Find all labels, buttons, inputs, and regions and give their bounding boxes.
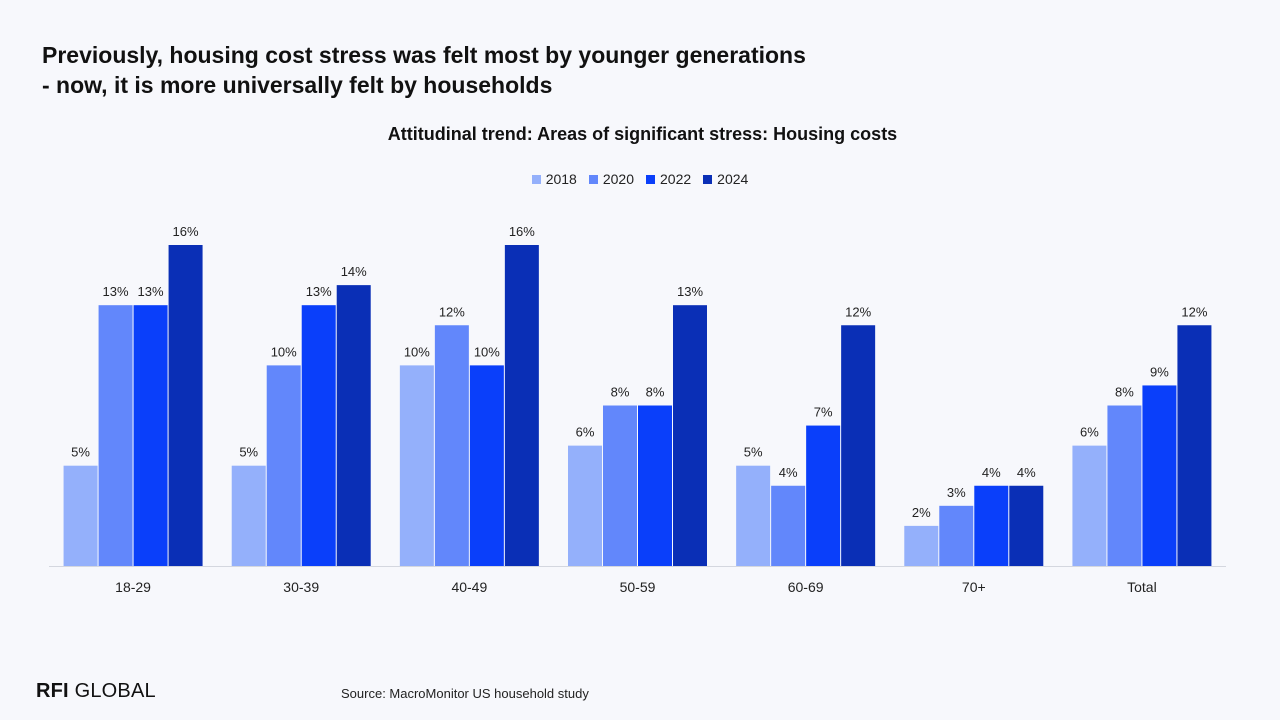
- source-note: Source: MacroMonitor US household study: [341, 686, 589, 701]
- legend-label-2024: 2024: [717, 171, 749, 187]
- x-tick-label-30-39: 30-39: [283, 579, 319, 595]
- bar-30-39-2018: [231, 465, 266, 566]
- chart-title: Attitudinal trend: Areas of significant …: [387, 124, 898, 144]
- rfi-global-logo: RFI GLOBAL: [36, 680, 156, 703]
- data-label-Total-2024: 12%: [1181, 304, 1207, 319]
- x-tick-label-60-69: 60-69: [788, 579, 824, 595]
- x-tick-label-70+: 70+: [962, 579, 986, 595]
- legend-item-2020: 2020: [588, 171, 634, 187]
- logo-strong-text: RFI: [36, 680, 69, 702]
- bar-40-49-2022: [469, 365, 504, 566]
- data-label-30-39-2024: 14%: [341, 264, 367, 279]
- data-label-70+-2022: 4%: [982, 465, 1001, 480]
- legend-swatch-2022: [646, 174, 655, 184]
- data-label-30-39-2022: 13%: [306, 284, 332, 299]
- bar-50-59-2018: [568, 445, 602, 566]
- bar-40-49-2020: [434, 325, 469, 566]
- data-label-18-29-2018: 5%: [71, 445, 90, 460]
- bar-Total-2024: [1177, 325, 1212, 566]
- bar-70+-2022: [974, 485, 1009, 566]
- legend-label-2018: 2018: [545, 171, 577, 187]
- bar-70+-2020: [939, 505, 974, 566]
- legend-label-2022: 2022: [660, 171, 692, 187]
- bar-50-59-2024: [673, 305, 707, 566]
- bar-50-59-2022: [638, 405, 672, 566]
- legend-item-2018: 2018: [531, 171, 577, 187]
- data-label-Total-2020: 8%: [1115, 385, 1134, 400]
- bar-60-69-2024: [841, 325, 876, 566]
- data-label-40-49-2018: 10%: [404, 344, 430, 359]
- x-tick-label-50-59: 50-59: [620, 579, 656, 595]
- bar-18-29-2024: [168, 245, 203, 566]
- data-label-18-29-2022: 13%: [138, 284, 164, 299]
- data-label-18-29-2024: 16%: [173, 224, 199, 239]
- bar-60-69-2018: [736, 465, 771, 566]
- data-label-60-69-2024: 12%: [845, 304, 871, 319]
- bar-30-39-2022: [301, 305, 336, 566]
- headline-line-1: Previously, housing cost stress was felt…: [42, 42, 806, 68]
- bar-30-39-2024: [336, 285, 371, 566]
- x-tick-label-Total: Total: [1127, 579, 1157, 595]
- data-label-50-59-2020: 8%: [611, 385, 630, 400]
- data-label-40-49-2022: 10%: [474, 344, 500, 359]
- legend-label-2020: 2020: [602, 171, 634, 187]
- data-label-40-49-2024: 16%: [509, 224, 535, 239]
- data-label-30-39-2018: 5%: [239, 445, 258, 460]
- data-label-70+-2018: 2%: [912, 505, 931, 520]
- data-label-50-59-2024: 13%: [677, 284, 703, 299]
- bar-60-69-2020: [771, 485, 806, 566]
- bar-70+-2018: [904, 525, 939, 566]
- bar-40-49-2018: [399, 365, 434, 566]
- bar-70+-2024: [1009, 485, 1044, 566]
- data-label-Total-2018: 6%: [1080, 425, 1099, 440]
- bar-Total-2018: [1072, 445, 1107, 566]
- x-tick-label-18-29: 18-29: [115, 579, 151, 595]
- data-label-60-69-2020: 4%: [779, 465, 798, 480]
- data-label-60-69-2022: 7%: [814, 405, 833, 420]
- bar-18-29-2020: [98, 305, 133, 566]
- data-label-30-39-2020: 10%: [271, 344, 297, 359]
- data-label-40-49-2020: 12%: [439, 304, 465, 319]
- data-label-50-59-2022: 8%: [646, 385, 665, 400]
- bar-60-69-2022: [806, 425, 841, 566]
- data-label-70+-2024: 4%: [1017, 465, 1036, 480]
- legend-item-2022: 2022: [646, 171, 691, 187]
- legend-swatch-2018: [531, 174, 541, 184]
- data-label-50-59-2018: 6%: [576, 425, 595, 440]
- data-label-70+-2020: 3%: [947, 485, 966, 500]
- chart-legend: 2018 2020 2022 2024: [0, 171, 1280, 187]
- legend-swatch-2020: [588, 174, 598, 184]
- headline: Previously, housing cost stress was felt…: [42, 40, 942, 100]
- data-label-60-69-2018: 5%: [744, 445, 763, 460]
- bar-30-39-2020: [266, 365, 301, 566]
- legend-item-2024: 2024: [703, 171, 748, 187]
- bar-40-49-2024: [504, 245, 539, 566]
- bar-18-29-2022: [133, 305, 168, 566]
- bar-Total-2020: [1107, 405, 1142, 566]
- headline-line-2: - now, it is more universally felt by ho…: [42, 72, 553, 98]
- data-label-18-29-2020: 13%: [103, 284, 129, 299]
- data-label-Total-2022: 9%: [1150, 364, 1169, 379]
- bar-50-59-2020: [603, 405, 637, 566]
- logo-rest-text: GLOBAL: [68, 680, 156, 702]
- bar-Total-2022: [1142, 385, 1177, 566]
- x-tick-label-40-49: 40-49: [451, 579, 487, 595]
- bar-18-29-2018: [63, 465, 98, 566]
- legend-swatch-2024: [703, 174, 713, 184]
